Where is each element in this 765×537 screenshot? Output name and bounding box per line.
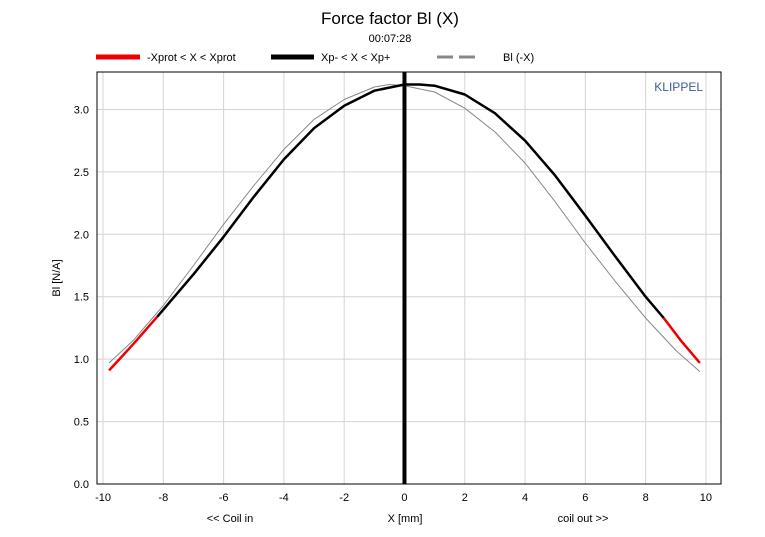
x-tick-label-10: 10	[700, 492, 712, 504]
y-tick-label-5: 2.5	[74, 167, 89, 179]
x-tick-labels: -10 -8 -6 -4 -2 0 2 4 6 8 10	[95, 492, 712, 504]
x-tick-label-0: -10	[95, 492, 111, 504]
series-line-xp	[156, 83, 665, 319]
legend-label-2: Bl (-X)	[503, 52, 534, 64]
y-tick-label-4: 2.0	[74, 229, 89, 241]
legend-label-0: -Xprot < X < Xprot	[147, 52, 236, 64]
legend: -Xprot < X < Xprot Xp- < X < Xp+ Bl (-X)	[96, 52, 534, 64]
legend-label-1: Xp- < X < Xp+	[321, 52, 390, 64]
series-line-xprot-left	[108, 315, 159, 372]
series-line-xprot-right	[662, 317, 701, 364]
y-tick-label-6: 3.0	[74, 104, 89, 116]
x-tick-label-1: -8	[158, 492, 168, 504]
y-axis-label: Bl [N/A]	[51, 259, 63, 296]
x-axis-right-note: coil out >>	[558, 513, 609, 525]
x-tick-label-8: 6	[582, 492, 588, 504]
chart-title: Force factor Bl (X)	[321, 9, 459, 28]
x-axis-left-note: << Coil in	[207, 513, 253, 525]
watermark: KLIPPEL	[654, 80, 703, 94]
x-axis-label: X [mm]	[388, 513, 423, 525]
x-tick-label-3: -4	[279, 492, 289, 504]
y-tick-label-3: 1.5	[74, 292, 89, 304]
x-tick-label-2: -6	[219, 492, 229, 504]
chart-subtitle: 00:07:28	[369, 33, 412, 45]
series-layer	[108, 83, 701, 372]
y-tick-label-0: 0.0	[74, 479, 89, 491]
plot-frame	[96, 71, 722, 485]
x-tick-label-5: 0	[401, 492, 407, 504]
x-tick-label-4: -2	[339, 492, 349, 504]
y-tick-labels: 0.0 0.5 1.0 1.5 2.0 2.5 3.0	[74, 104, 89, 491]
y-tick-label-2: 1.0	[74, 354, 89, 366]
y-tick-label-1: 0.5	[74, 417, 89, 429]
x-tick-label-7: 4	[522, 492, 528, 504]
x-tick-label-9: 8	[643, 492, 649, 504]
x-tick-label-6: 2	[462, 492, 468, 504]
